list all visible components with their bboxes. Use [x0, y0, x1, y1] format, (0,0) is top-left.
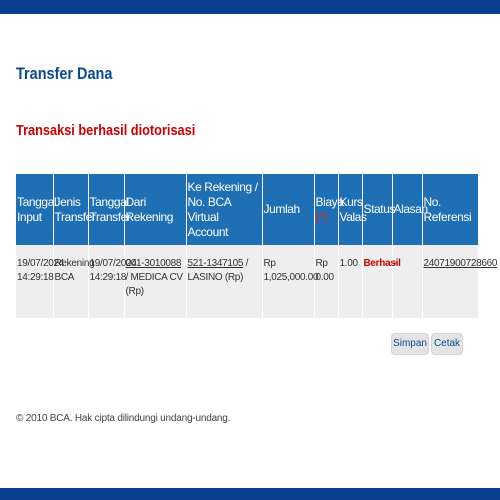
header-kurs-valas: Kurs Valas [338, 174, 367, 245]
footer-copyright: © 2010 BCA. Hak cipta dilindungi undang-… [16, 413, 231, 424]
cell-status: Berhasil [362, 245, 401, 318]
cell-tanggal-transfer: 19/07/2024 14:29:18 [88, 245, 137, 318]
header-jenis-transfer: Jenis Transfer [53, 174, 96, 245]
header-no-referensi: No. Referensi [422, 174, 478, 245]
header-biaya: Biaya (*) [314, 174, 344, 245]
status-badge: Berhasil [363, 258, 401, 269]
header-alasan: Alasan [392, 174, 428, 245]
cell-biaya: Rp 0.00 [314, 245, 339, 318]
page-title: Transfer Dana [16, 64, 113, 83]
print-button[interactable]: Cetak [431, 333, 463, 355]
cell-jumlah: Rp 1,025,000.00 [262, 245, 319, 318]
transaction-table: Tanggal Input Jenis Transfer Tanggal Tra… [16, 174, 497, 318]
cell-ke-rekening: 521-1347105 / LASINO (Rp) [186, 245, 263, 318]
header-dari-rekening: Dari Rekening [124, 174, 187, 245]
cell-jenis-transfer: Rekening BCA [53, 245, 95, 318]
header-tanggal-transfer: Tanggal Transfer [88, 174, 131, 245]
table-row: 19/07/2024 14:29:18 Rekening BCA 19/07/2… [16, 245, 497, 318]
header-ke-rekening: Ke Rekening / No. BCA Virtual Account [186, 174, 263, 245]
destination-account-number: 521-1347105 [187, 258, 244, 269]
header-biaya-mark: (*) [315, 209, 328, 224]
header-status: Status [362, 174, 396, 245]
source-account-number: 001-3010088 [125, 258, 182, 269]
cell-dari-rekening: 001-3010088 / MEDICA CV (Rp) [124, 245, 187, 318]
header-tanggal-input: Tanggal Input [16, 174, 57, 245]
cell-tanggal-input: 19/07/2024 14:29:18 [16, 245, 64, 318]
table-header-row: Tanggal Input Jenis Transfer Tanggal Tra… [16, 174, 478, 245]
header-biaya-label: Biaya [315, 194, 344, 209]
source-account-name: / MEDICA CV (Rp) [125, 272, 184, 297]
cell-kurs-valas: 1.00 [338, 245, 363, 318]
header-jumlah: Jumlah [262, 174, 315, 245]
success-message: Transaksi berhasil diotorisasi [16, 122, 196, 139]
bottom-bar [0, 488, 500, 500]
save-button[interactable]: Simpan [391, 333, 429, 355]
cell-no-referensi: 24071900728660 [422, 245, 497, 318]
reference-number: 24071900728660 [423, 258, 498, 269]
top-header-bar [0, 0, 500, 14]
cell-alasan: - [392, 245, 423, 318]
destination-account-name: / LASINO (Rp) [187, 258, 249, 283]
